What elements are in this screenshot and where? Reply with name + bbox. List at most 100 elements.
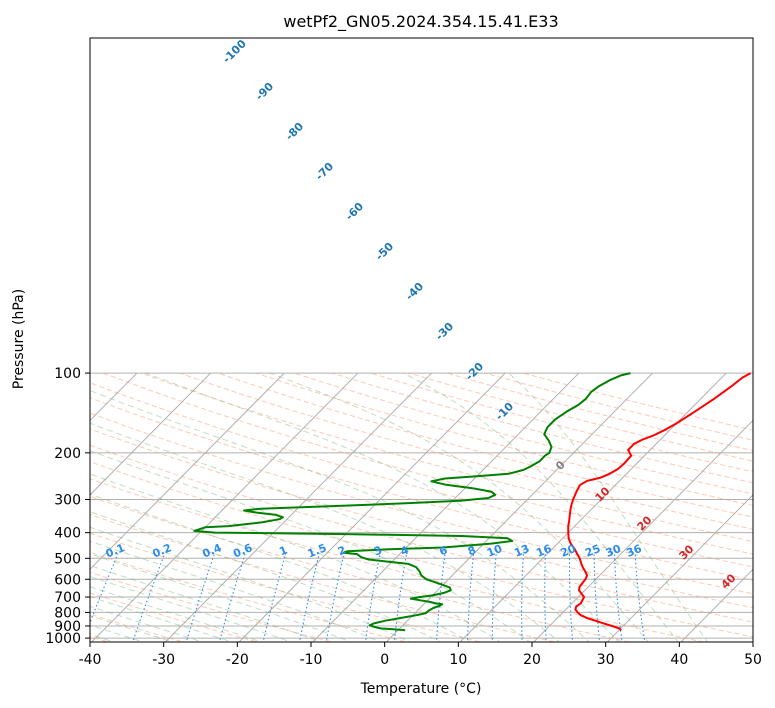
y-tick-label: 1000 [45,631,81,647]
dry-adiabat-line [332,372,753,484]
mixing-ratio-label: 25 [583,542,602,560]
temperature-line [567,372,752,632]
y-tick-label: 100 [54,366,81,382]
dewpoint-line [193,372,631,632]
mixing-ratio-label: 20 [559,542,578,560]
dry-adiabat-line [90,412,753,595]
moist-adiabat-line [90,586,264,642]
mixing-ratio-line [613,553,623,642]
y-tick-label: 800 [54,605,81,621]
isotherm-line [164,372,432,642]
dry-adiabat-line [90,551,409,642]
isotherm-line [680,568,753,642]
y-tick-label: 400 [54,526,81,542]
background-lines [90,372,775,644]
mixing-ratio-label: 8 [466,543,478,558]
moist-adiabat-line [90,473,501,642]
moist-adiabat-line [90,390,590,642]
isotherm-line [532,419,753,642]
y-tick-label: 500 [54,551,81,567]
isotherm-line [90,372,359,642]
x-tick-label: -30 [152,652,175,668]
dry-adiabat-line [90,613,185,642]
x-tick-label: -20 [226,652,249,668]
mixing-ratio-label: 36 [625,542,644,560]
mixing-ratio-line [634,553,646,642]
x-tick-label: 20 [523,652,541,668]
x-tick-label: 10 [449,652,467,668]
dry-adiabat-line [90,495,632,642]
mixing-ratio-line [467,553,475,642]
x-tick-label: -40 [79,652,102,668]
moist-adiabat-line [269,372,650,642]
y-tick-label: 900 [54,619,81,635]
mixing-ratio-line [593,553,601,642]
dry-adiabat-line [90,571,334,642]
x-axis-label: Temperature (°C) [360,681,482,697]
mixing-ratio-line [298,553,320,642]
mixing-ratio-line [325,553,345,642]
isotherm-line [385,372,653,642]
isotherm-line [90,372,211,496]
mixing-ratio-line [521,553,524,642]
dry-adiabat-line [103,372,753,555]
moist-adiabat-line [90,526,412,642]
dry-adiabat-line [90,428,753,609]
moist-adiabat-line [90,450,531,642]
dry-adiabat-line [90,513,558,642]
y-tick-label: 200 [54,446,81,462]
mixing-ratio-label: 1 [277,543,289,558]
isotherm-line [311,372,580,642]
mixing-ratio-label: 13 [512,542,531,560]
x-tick-label: 50 [744,652,762,668]
mixing-ratio-line [568,553,574,642]
mixing-ratio-line [218,553,246,642]
isotherm-line [90,372,138,422]
plot-frame [89,37,754,643]
isotherm-line [459,372,727,642]
dry-adiabat-line [90,444,753,623]
moist-adiabat-line [90,540,382,642]
mixing-ratio-label: 16 [534,542,553,560]
x-tick-label: 0 [380,652,389,668]
mixing-ratio-label: 3 [372,543,384,558]
x-tick-label: 30 [597,652,615,668]
dry-adiabat-line [255,372,753,506]
dry-adiabat-line [179,372,753,530]
profile-lines [193,372,752,632]
mixing-ratio-line [544,553,547,642]
moist-adiabat-line [508,372,709,642]
moist-adiabat-line [90,422,561,642]
chart-title: wetPf2_GN05.2024.354.15.41.E33 [283,12,558,32]
mixing-ratio-line [364,553,381,642]
mixing-ratio-label: 2 [336,543,348,558]
dry-adiabat-line [294,372,753,495]
dry-adiabat-line [141,372,753,543]
mixing-ratio-line [491,553,497,642]
isotherm-line [238,372,506,642]
dry-adiabat-line [90,461,753,638]
y-axis-label: Pressure (hPa) [11,289,27,389]
moist-adiabat-line [90,564,323,642]
moist-adiabat-line [90,553,353,642]
dry-adiabat-line [217,372,753,518]
x-tick-label: -10 [300,652,323,668]
y-tick-label: 300 [54,493,81,509]
mixing-ratio-label: 30 [604,542,623,560]
plot-area [90,38,753,642]
y-tick-label: 700 [54,590,81,606]
moist-adiabat-line [403,372,679,642]
isotherm-line [90,372,285,570]
moist-adiabat-line [90,605,205,642]
mixing-ratio-line [393,553,408,642]
mixing-ratio-line [185,553,216,642]
dry-adiabat-line [90,478,706,642]
mixing-ratio-label: 10 [485,542,504,560]
moist-adiabat-line [90,493,472,642]
isotherm-line [753,373,775,644]
isotherm-line [606,494,753,642]
moist-adiabat-line [90,596,234,642]
mixing-ratio-line [435,553,446,642]
